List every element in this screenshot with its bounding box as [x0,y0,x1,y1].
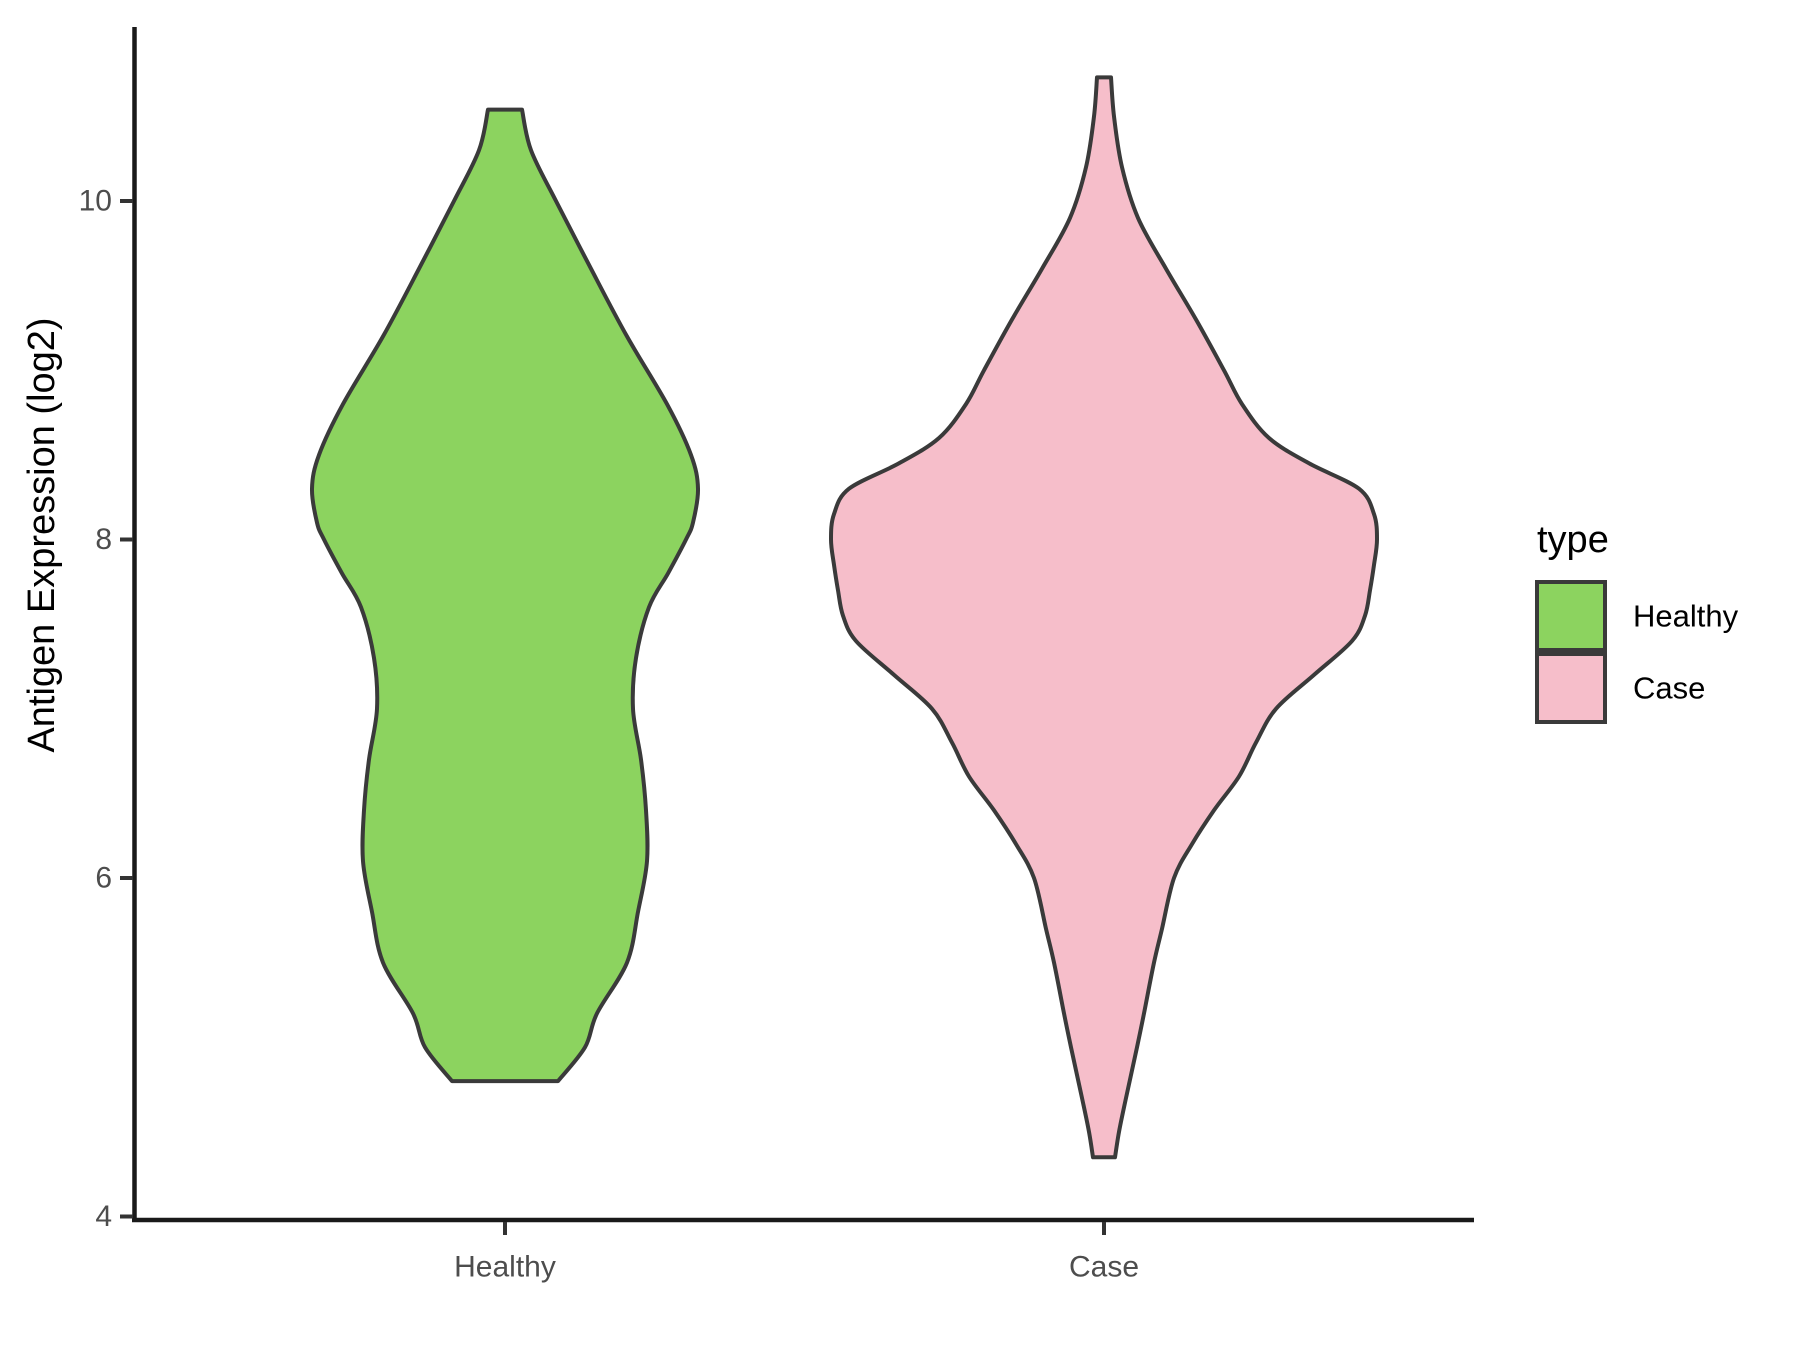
legend-items: Healthy Case [1535,580,1739,724]
axis-labels-layer: 10 8 6 4 Healthy Case [79,185,1139,1284]
legend-key-case [1535,652,1607,724]
y-axis-tick-label: 8 [95,523,112,556]
legend-label-case: Case [1633,671,1705,706]
y-axis-title: Antigen Expression (log2) [21,317,63,752]
legend: type Healthy Case [1535,519,1739,724]
violin-case [829,75,1379,1160]
x-axis-label-healthy: Healthy [454,1251,556,1284]
x-axis-label-case: Case [1069,1251,1139,1284]
legend-label-healthy: Healthy [1633,599,1739,634]
y-axis-tick-label: 4 [95,1200,112,1233]
legend-key-healthy [1535,580,1607,652]
axes-layer [120,27,1474,1235]
y-axis-tick-label: 10 [79,185,112,218]
violins-layer [309,75,1379,1160]
violin-healthy [309,107,701,1084]
legend-title: type [1537,519,1609,561]
y-axis-tick-label: 6 [95,862,112,895]
